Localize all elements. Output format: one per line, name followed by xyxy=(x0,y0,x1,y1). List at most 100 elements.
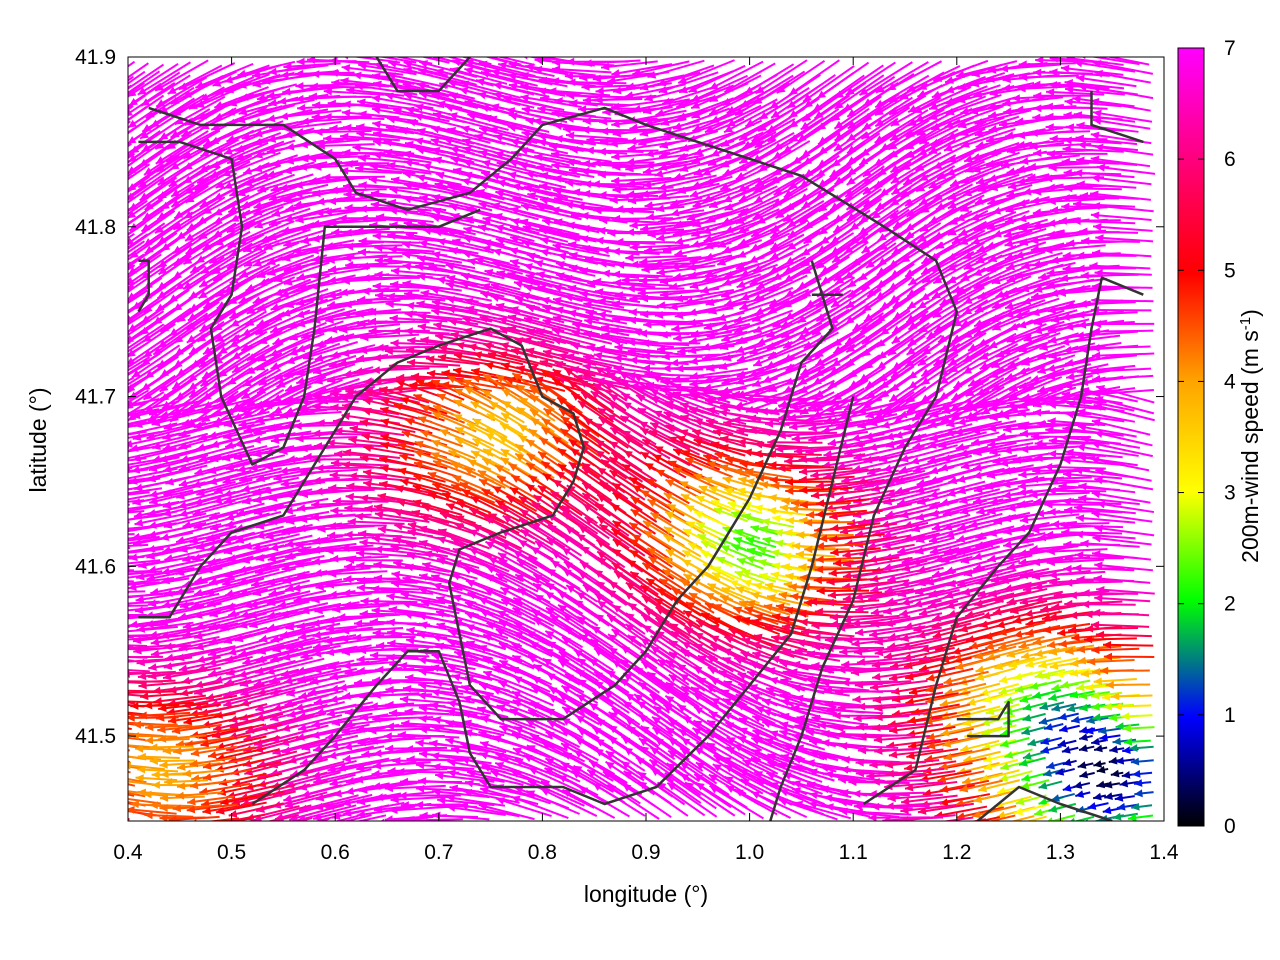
wind-vector-head xyxy=(431,46,440,54)
wind-vector xyxy=(137,152,191,189)
wind-vector-head xyxy=(98,204,107,212)
wind-vector xyxy=(137,61,191,96)
wind-vector-head xyxy=(947,201,957,209)
wind-vector-head xyxy=(386,161,396,170)
wind-vector xyxy=(669,276,731,289)
wind-vector-head xyxy=(111,326,120,334)
wind-vector-head xyxy=(386,115,396,124)
wind-vector-head xyxy=(447,127,457,135)
wind-vector xyxy=(168,300,220,337)
wind-vector-head xyxy=(569,251,578,260)
wind-vector xyxy=(1077,143,1139,152)
wind-vector-head xyxy=(449,203,458,212)
wind-vector xyxy=(173,233,223,267)
wind-vector-head xyxy=(299,140,308,149)
wind-vector xyxy=(128,412,134,416)
wind-vector xyxy=(254,207,311,229)
wind-vector xyxy=(386,294,446,302)
wind-vector-head xyxy=(327,300,336,309)
wind-vector-head xyxy=(340,132,349,141)
wind-vector-head xyxy=(1092,117,1102,125)
wind-vector xyxy=(243,241,300,268)
wind-vector-head xyxy=(478,149,488,158)
wind-vector-head xyxy=(933,275,943,284)
wind-vector xyxy=(199,298,252,333)
wind-vector-head xyxy=(104,450,113,458)
wind-vector xyxy=(507,73,568,88)
wind-vector-head xyxy=(315,208,324,217)
wind-vector xyxy=(1089,57,1140,66)
wind-vector xyxy=(128,142,132,148)
wind-vector-head xyxy=(987,102,997,111)
wind-vector-head xyxy=(537,284,547,293)
wind-vector-head xyxy=(1033,91,1042,100)
wind-vector xyxy=(129,222,181,259)
wind-vector xyxy=(128,70,146,85)
wind-vector xyxy=(342,102,400,111)
wind-vector-head xyxy=(88,435,97,443)
wind-vector xyxy=(739,252,794,278)
wind-vector-head xyxy=(1032,221,1042,230)
wind-vector-head xyxy=(117,292,126,300)
wind-vector xyxy=(890,151,942,185)
wind-vector xyxy=(800,232,855,268)
wind-vector xyxy=(144,219,194,255)
wind-vector-head xyxy=(929,215,939,224)
wind-vector xyxy=(178,62,236,91)
wind-vector xyxy=(920,231,975,265)
wind-vector xyxy=(828,295,880,332)
wind-vector xyxy=(522,225,581,242)
wind-vector xyxy=(986,250,1046,273)
wind-vector-head xyxy=(447,182,457,191)
wind-vector-head xyxy=(932,310,942,318)
wind-vector-head xyxy=(384,92,394,101)
wind-vector-head xyxy=(566,91,575,100)
wind-vector-head xyxy=(551,206,560,215)
wind-vector-head xyxy=(79,123,88,131)
wind-vector xyxy=(300,117,359,123)
wind-vector-head xyxy=(597,226,606,235)
wind-vector xyxy=(237,220,295,245)
wind-vector-head xyxy=(583,300,592,309)
wind-vector xyxy=(692,186,750,208)
wind-vector-head xyxy=(599,216,608,225)
wind-vector xyxy=(142,264,194,301)
wind-vector-head xyxy=(566,57,575,66)
wind-vector xyxy=(928,85,988,111)
wind-vector-head xyxy=(629,294,638,303)
wind-vector xyxy=(230,298,282,328)
wind-vector-head xyxy=(992,323,1002,331)
wind-vector xyxy=(641,264,704,271)
wind-vector xyxy=(999,63,1062,71)
wind-vector-head xyxy=(1065,85,1074,94)
wind-vector xyxy=(128,458,130,461)
wind-vector-head xyxy=(417,255,426,263)
wind-vector xyxy=(308,176,370,183)
wind-vector-head xyxy=(308,92,317,101)
wind-vector xyxy=(520,95,582,109)
wind-vector-head xyxy=(859,87,869,96)
wind-vector-head xyxy=(611,247,620,256)
wind-vector-head xyxy=(282,87,291,96)
wind-vector-head xyxy=(688,85,698,93)
wind-vector xyxy=(769,218,825,251)
wind-vector xyxy=(975,239,1033,264)
wind-vector xyxy=(496,57,535,66)
wind-vector-head xyxy=(669,302,678,311)
wind-vector xyxy=(128,130,161,155)
wind-vector-head xyxy=(112,157,121,165)
wind-vector-head xyxy=(1032,113,1041,122)
wind-vector-head xyxy=(977,291,987,300)
wind-vector-head xyxy=(436,238,446,246)
wind-vector-head xyxy=(461,272,470,281)
wind-vector-head xyxy=(511,183,521,191)
wind-vector-head xyxy=(341,64,351,72)
wind-vector-head xyxy=(373,80,382,89)
wind-vector xyxy=(552,61,615,67)
wind-vector-head xyxy=(644,201,654,209)
wind-vector xyxy=(642,161,701,174)
wind-vector xyxy=(947,207,1006,236)
wind-vector xyxy=(915,162,971,193)
wind-vector-head xyxy=(985,159,995,168)
wind-vector xyxy=(416,301,478,314)
